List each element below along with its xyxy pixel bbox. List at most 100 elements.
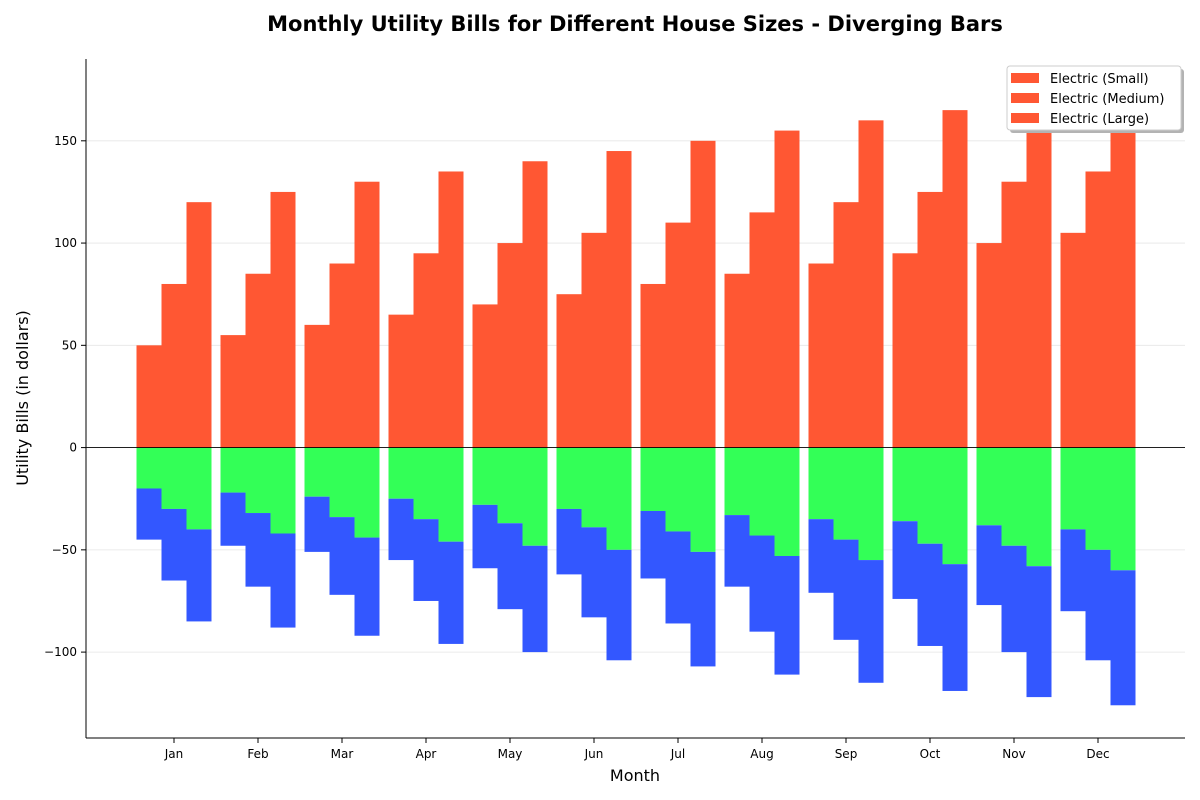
gas-bar — [858, 447, 884, 561]
gas-bar — [1060, 447, 1086, 530]
y-tick-label: 0 — [69, 441, 77, 455]
gas-bar — [640, 447, 666, 511]
electric-bar — [161, 283, 187, 448]
water-bar — [724, 515, 750, 587]
water-bar — [665, 531, 691, 624]
gas-bar — [808, 447, 834, 520]
gas-bar — [942, 447, 968, 565]
x-axis-label: Month — [610, 766, 660, 785]
gas-bar — [556, 447, 582, 509]
water-bar — [270, 533, 296, 628]
x-ticks: Jan Feb Mar Apr May Jun Jul Aug Sep Oct Nov Dec — [164, 738, 1110, 761]
gas-bar — [354, 447, 380, 538]
x-tick-label: Feb — [247, 747, 268, 761]
legend-swatch — [1011, 113, 1039, 123]
water-bar — [942, 564, 968, 691]
gas-bar — [186, 447, 212, 530]
water-bar — [136, 488, 162, 540]
legend: Electric (Small) Electric (Medium) Electri… — [1006, 65, 1184, 133]
x-tick-label: Sep — [835, 747, 858, 761]
electric-bar — [220, 335, 246, 448]
x-tick-label: Jan — [164, 747, 184, 761]
gas-bar — [1026, 447, 1052, 567]
gas-bar — [606, 447, 632, 550]
legend-swatch — [1011, 93, 1039, 103]
gas-bar — [749, 447, 775, 536]
water-bar — [161, 508, 187, 581]
water-bar — [522, 545, 548, 653]
water-bar — [774, 555, 800, 675]
electric-bar — [245, 273, 271, 448]
water-bar — [186, 529, 212, 622]
gas-bar — [581, 447, 607, 528]
electric-bar — [1001, 181, 1027, 448]
electric-bar — [1026, 99, 1052, 448]
gas-bar — [774, 447, 800, 556]
y-tick-label: 50 — [62, 338, 77, 352]
y-tick-label: 100 — [54, 236, 77, 250]
water-bar — [606, 549, 632, 661]
water-bar — [413, 519, 439, 601]
gas-bar — [304, 447, 330, 497]
water-bar — [640, 510, 666, 579]
electric-bar — [497, 243, 523, 448]
electric-bar — [858, 120, 884, 448]
electric-bar — [556, 294, 582, 448]
electric-bar — [472, 304, 498, 448]
y-tick-label: −50 — [52, 543, 77, 557]
gas-bar — [329, 447, 355, 518]
legend-label: Electric (Small) — [1050, 72, 1149, 87]
y-axis-label: Utility Bills (in dollars) — [13, 310, 32, 486]
legend-swatch — [1011, 73, 1039, 83]
gas-bar — [833, 447, 859, 540]
water-bar — [892, 521, 918, 599]
gas-bar — [270, 447, 296, 534]
electric-bar — [1060, 232, 1086, 448]
water-bar — [304, 496, 330, 552]
electric-bar — [438, 171, 464, 448]
electric-bar — [976, 243, 1002, 448]
water-bar — [917, 543, 943, 646]
water-bar — [1026, 566, 1052, 698]
axes-group — [85, 59, 1185, 739]
water-bar — [833, 539, 859, 640]
x-tick-label: May — [498, 747, 523, 761]
x-tick-label: Jun — [584, 747, 604, 761]
x-tick-label: Mar — [331, 747, 354, 761]
gas-bar — [522, 447, 548, 546]
water-bar — [354, 537, 380, 636]
x-tick-label: Dec — [1086, 747, 1109, 761]
water-bar — [1060, 529, 1086, 612]
y-tick-label: −100 — [44, 645, 77, 659]
legend-label: Electric (Medium) — [1050, 92, 1164, 107]
gas-bar — [1110, 447, 1136, 571]
gas-bar — [497, 447, 523, 524]
water-bar — [438, 541, 464, 644]
electric-bar — [917, 191, 943, 448]
electric-bar — [606, 151, 632, 448]
gas-bar — [892, 447, 918, 522]
gas-bar — [161, 447, 187, 509]
electric-bar — [413, 253, 439, 448]
water-bar — [690, 551, 716, 667]
water-bar — [1085, 549, 1111, 661]
electric-bar — [942, 110, 968, 448]
gas-bar — [690, 447, 716, 552]
water-bar — [556, 508, 582, 575]
gas-bar — [1085, 447, 1111, 550]
y-ticks: −100 −50 0 50 100 150 — [44, 134, 86, 659]
gas-bar — [413, 447, 439, 520]
chart-title: Monthly Utility Bills for Different Hous… — [267, 12, 1003, 36]
electric-bar — [1110, 89, 1136, 448]
electric-bar — [833, 202, 859, 448]
gas-bar — [388, 447, 414, 499]
electric-bar — [1085, 171, 1111, 448]
electric-bar — [388, 314, 414, 448]
electric-bar — [304, 324, 330, 448]
electric-bar — [270, 191, 296, 448]
gas-bar — [220, 447, 246, 493]
x-tick-label: Aug — [750, 747, 773, 761]
x-tick-label: Nov — [1002, 747, 1025, 761]
y-tick-label: 150 — [54, 134, 77, 148]
